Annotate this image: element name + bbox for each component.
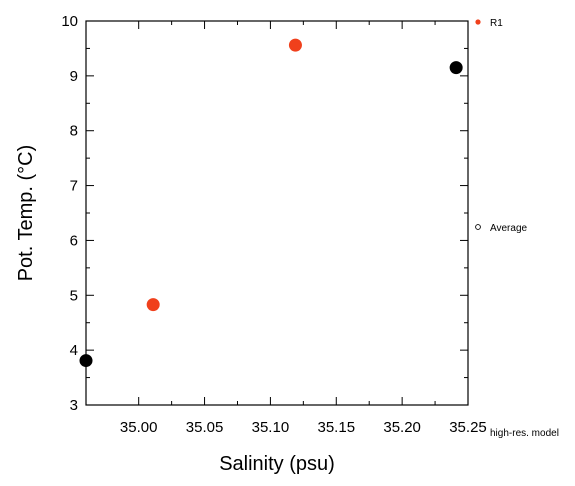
legend-label-average: Average — [490, 223, 528, 234]
x-axis-title: Salinity (psu) — [219, 453, 335, 475]
y-axis: 3 4 5 6 7 8 9 10 — [61, 13, 468, 414]
legend-label-r1: R1 — [490, 18, 503, 29]
x-tick-label: 35.20 — [383, 419, 421, 436]
y-tick-label: 9 — [70, 68, 78, 85]
data-points — [79, 38, 463, 368]
x-tick-label: 35.25 — [449, 419, 487, 436]
y-tick-label: 3 — [70, 397, 78, 414]
legend-marker-r1 — [475, 19, 481, 25]
x-tick-label: 35.10 — [252, 419, 290, 436]
legend-marker-average — [475, 224, 481, 230]
data-point — [79, 354, 93, 368]
y-tick-label: 7 — [70, 178, 78, 195]
plot-frame — [85, 20, 469, 406]
y-tick-label: 6 — [70, 232, 78, 249]
x-tick-label: 35.05 — [186, 419, 224, 436]
y-tick-label: 4 — [70, 342, 78, 359]
legend: R1 Average high-res. model — [475, 18, 559, 439]
y-tick-label: 5 — [70, 287, 78, 304]
y-axis-title: Pot. Temp. (°C) — [15, 145, 37, 282]
data-point — [449, 61, 463, 75]
y-tick-label: 8 — [70, 123, 78, 140]
y-tick-label: 10 — [61, 13, 78, 30]
data-point-r1 — [288, 38, 302, 52]
legend-label-high-res-model: high-res. model — [490, 428, 559, 439]
x-tick-label: 35.15 — [318, 419, 356, 436]
data-point-r1 — [146, 298, 160, 312]
x-axis: 35.00 35.05 35.10 35.15 35.20 35.25 — [120, 21, 487, 436]
x-tick-label: 35.00 — [120, 419, 158, 436]
